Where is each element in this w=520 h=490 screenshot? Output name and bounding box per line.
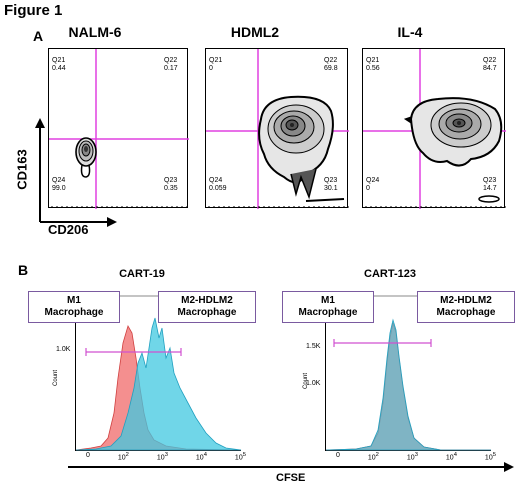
q22-value: 84.7: [483, 65, 497, 72]
legend-m1-right-line2: Macrophage: [298, 307, 358, 318]
xtick: 103: [406, 452, 418, 462]
q21-value: 0: [209, 65, 213, 72]
legend-m1-left-line1: M1: [67, 295, 81, 306]
xticks-left: 0 102 103 104 105: [86, 452, 246, 461]
flow-plot-il4: Q21 0.56 Q22 84.7 Q24 0 Q23 14.7: [362, 48, 506, 209]
xticks-right: 0 102 103 104 105: [336, 452, 496, 461]
q23-value: 0.35: [164, 185, 178, 192]
xtick: 105: [234, 452, 246, 462]
legend-m1-right-line1: M1: [321, 295, 335, 306]
q22-label: Q22: [483, 57, 497, 64]
hist-title-cart123: CART-123: [364, 268, 416, 280]
legend-m2-left-line2: Macrophage: [177, 307, 237, 318]
ytick-right-1: 1.5K: [306, 343, 321, 350]
q21-value: 0.56: [366, 65, 380, 72]
plot-title-nalm6: NALM-6: [68, 24, 122, 40]
panel-a-letter: A: [33, 28, 44, 44]
plot-title-il4: IL-4: [397, 24, 423, 40]
xtick: 103: [156, 452, 168, 462]
q23-value: 14.7: [483, 185, 497, 192]
histogram-cart19-graphic: [75, 317, 242, 451]
flow-plot-nalm6: Q21 0.44 Q22 0.17 Q24 99.0 Q23 0.35: [48, 48, 189, 209]
q22-label: Q22: [324, 57, 338, 64]
histogram-cart123-graphic: [325, 318, 491, 451]
q24-value: 0.059: [209, 185, 227, 192]
hist-title-cart19: CART-19: [119, 268, 165, 280]
xtick: 104: [195, 452, 207, 462]
xtick: 0: [336, 452, 340, 459]
legend-m2-right: M2-HDLM2 Macrophage: [417, 291, 515, 323]
contour-hdml2: [258, 95, 334, 200]
panel-b-letter: B: [18, 262, 29, 278]
histogram-cart19: [75, 317, 242, 451]
q21-label: Q21: [52, 57, 66, 64]
q21-label: Q21: [209, 57, 223, 64]
q23-label: Q23: [324, 177, 338, 184]
q23-label: Q23: [164, 177, 178, 184]
contour-nalm6: [75, 137, 97, 178]
q22-value: 0.17: [164, 65, 178, 72]
ytick-right-2: 1.0K: [306, 380, 321, 387]
q23-value: 30.1: [324, 185, 338, 192]
legend-m1-right: M1 Macrophage: [282, 291, 374, 323]
x-axis-label-cfse: CFSE: [276, 472, 306, 484]
contour-il4: [403, 97, 503, 167]
xtick: 104: [445, 452, 457, 462]
ytick-left: 1.0K: [56, 346, 71, 353]
legend-m2-left: M2-HDLM2 Macrophage: [158, 291, 256, 323]
q24-value: 0: [366, 185, 370, 192]
histogram-cart123: [325, 318, 491, 451]
xtick: 105: [484, 452, 496, 462]
plot-title-hdml2: HDML2: [230, 24, 280, 40]
legend-m2-left-line1: M2-HDLM2: [181, 295, 233, 306]
q21-label: Q21: [366, 57, 380, 64]
flow-plot-hdml2: Q21 0 Q22 69.8 Q24 0.059 Q23 30.1: [205, 48, 349, 209]
q21-value: 0.44: [52, 65, 66, 72]
q24-label: Q24: [366, 177, 380, 184]
legend-m1-left-line2: Macrophage: [44, 307, 104, 318]
q24-label: Q24: [52, 177, 66, 184]
q23-label: Q23: [483, 177, 497, 184]
legend-m1-left: M1 Macrophage: [28, 291, 120, 323]
xtick: 102: [117, 452, 129, 462]
flow-plot-hdml2-graphic: [206, 49, 349, 209]
q22-label: Q22: [164, 57, 178, 64]
x-axis-label-cd206: CD206: [48, 222, 89, 237]
figure-title: Figure 1: [4, 2, 63, 19]
xtick: 102: [367, 452, 379, 462]
q22-value: 69.8: [324, 65, 338, 72]
q24-label: Q24: [209, 177, 223, 184]
legend-m2-right-line1: M2-HDLM2: [440, 295, 492, 306]
legend-m2-right-line2: Macrophage: [436, 307, 496, 318]
flow-plot-nalm6-graphic: [49, 49, 189, 209]
xtick: 0: [86, 452, 90, 459]
flow-plot-il4-graphic: [363, 49, 506, 209]
q24-value: 99.0: [52, 185, 66, 192]
